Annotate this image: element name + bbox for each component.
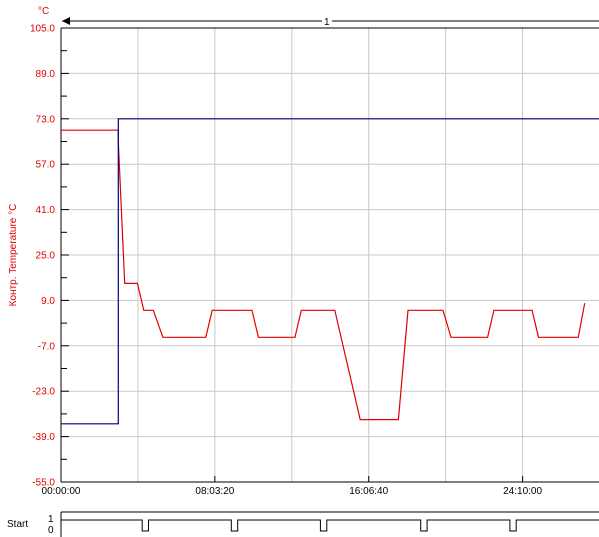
marker-arrow-icon: [62, 17, 70, 25]
x-ticks: 00:00:00 08:03:20 16:06:40 24:10:00: [42, 476, 542, 497]
y-tick-label: 41.0: [36, 205, 56, 216]
y-tick-label: 89.0: [36, 69, 56, 80]
x-tick-label: 00:00:00: [42, 486, 81, 497]
y-axis-title: Контр. Temperature °C: [8, 204, 19, 307]
digital-channel: Start 1 0: [7, 511, 599, 537]
x-tick-label: 16:06:40: [349, 486, 388, 497]
x-tick-label: 08:03:20: [195, 486, 234, 497]
y-tick-label: -23.0: [32, 387, 55, 398]
y-unit-label: °C: [38, 6, 49, 17]
y-tick-label: -39.0: [32, 432, 55, 443]
marker-label-bg: [322, 15, 332, 27]
y-tick-label: -7.0: [38, 341, 56, 352]
marker-label: 1: [324, 17, 330, 28]
series-line-2: [61, 118, 599, 425]
y-tick-label: 57.0: [36, 160, 56, 171]
y-tick-label: 105.0: [30, 24, 55, 35]
series-lines: [61, 118, 599, 425]
y-tick-label: 25.0: [36, 251, 56, 262]
y-tick-label: 9.0: [41, 296, 55, 307]
y-tick-label: 73.0: [36, 114, 56, 125]
x-tick-label: 24:10:00: [503, 486, 542, 497]
y-ticks: 105.0 89.0 73.0 57.0 41.0 25.0 9.0 -7.0 -23.0 -39…: [30, 24, 69, 489]
digital-label: Start: [7, 519, 28, 530]
digital-level-high: 1: [48, 514, 54, 525]
digital-level-low: 0: [48, 525, 54, 536]
y-tick-label: -55.0: [32, 478, 55, 489]
digital-trace: [61, 519, 599, 532]
series-line-1: [61, 129, 586, 421]
